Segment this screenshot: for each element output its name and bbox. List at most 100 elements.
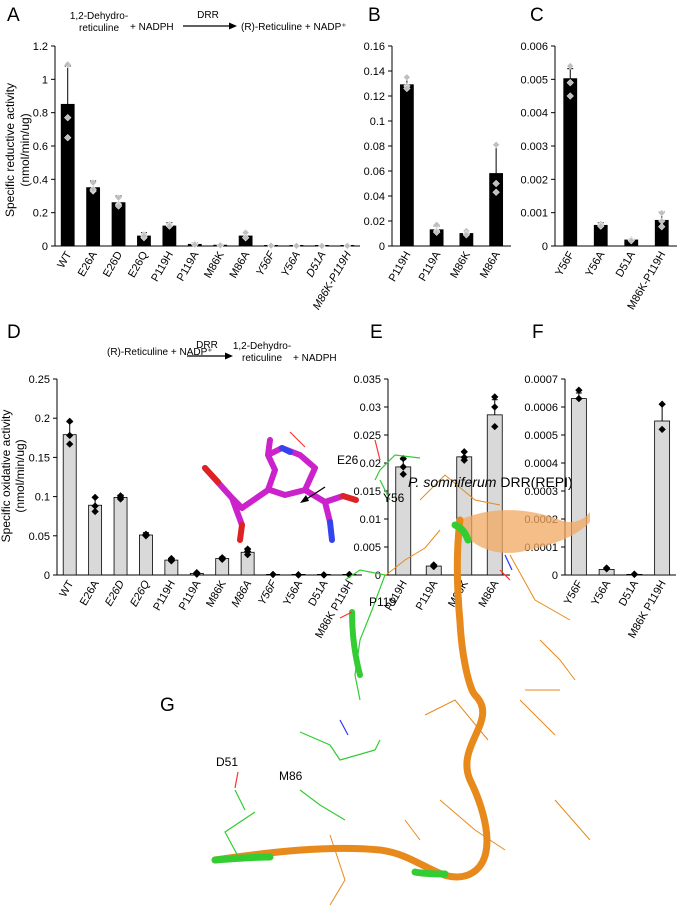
chart-c-data-point	[657, 209, 666, 217]
chart-a-xtick-label: M86K	[202, 249, 227, 280]
chart-d-xtick-label: E26Q	[128, 578, 153, 609]
chart-f-data-point	[602, 565, 611, 573]
panel-label-c: C	[530, 5, 544, 26]
oxidation-cofactor: + NADPH	[293, 353, 337, 364]
chart-b-xtick-label: M86K	[448, 249, 473, 280]
chart-a-data-point	[318, 242, 326, 250]
ylabel-oxidative-line2: (nmol/min/ug)	[13, 439, 27, 512]
chart-d-xtick-label: P119A	[177, 578, 204, 612]
residue-label-e26: E26	[337, 453, 359, 467]
chart-b-xtick-label: P119A	[417, 249, 444, 283]
residue-label-m86: M86	[279, 769, 303, 783]
reduction-product: (R)-Reticuline + NADP⁺	[241, 22, 347, 33]
chart-b-ytick-label: 0.14	[364, 66, 385, 78]
chart-d-bar	[113, 496, 128, 576]
chart-f-ytick-label: 0.0005	[524, 430, 558, 442]
chart-a-data-point	[63, 113, 72, 122]
oxidation-substrate: (R)-Reticuline + NADP⁺	[107, 347, 213, 358]
chart-d-data-point	[320, 571, 328, 579]
chart-e-data-point	[399, 470, 408, 478]
chart-b-ytick-label: 0	[379, 241, 385, 253]
chart-f-bar	[654, 420, 671, 576]
chart-b-data-point	[403, 84, 411, 93]
chart-d-bar	[62, 434, 77, 576]
pointer-arrowhead	[300, 495, 309, 503]
chart-d-ytick-label: 0	[44, 570, 50, 582]
chart-d-data-point	[243, 550, 252, 559]
ligand-bonds	[202, 437, 346, 528]
chart-b-data-point	[462, 230, 471, 239]
chart-c-xtick-label: D51A	[614, 249, 638, 279]
chart-c-data-point	[566, 62, 575, 70]
chart-f-xtick-label: D51A	[617, 578, 641, 608]
chart-e-ytick-label: 0	[375, 570, 381, 582]
chart-d-ytick-label: 0.15	[29, 452, 50, 464]
chart-a-ytick-label: 1	[42, 74, 48, 86]
panel-label-a: A	[7, 5, 20, 26]
chart-d-xtick-label: M86K	[204, 578, 229, 609]
chart-a-xtick-label: Y56A	[279, 250, 303, 279]
chart-a-xtick-label: Y56F	[254, 248, 278, 278]
chart-e-ytick-label: 0.035	[353, 374, 381, 386]
chart-d-xtick-label: M86A	[229, 579, 254, 610]
oxidation-product-line2: reticuline	[242, 353, 282, 364]
chart-c-xtick-label: Y56A	[583, 249, 607, 279]
chart-b-ytick-label: 0.1	[370, 116, 385, 128]
chart-f-ytick-label: 0.0004	[524, 458, 558, 470]
chart-b-data-point	[492, 140, 500, 149]
chart-a-ytick-label: 0.4	[33, 174, 48, 186]
chart-b-data-point	[403, 73, 411, 82]
chart-a-xtick-label: D51A	[304, 250, 328, 280]
chart-c-ytick-label: 0.005	[520, 74, 548, 86]
chart-a-data-point	[114, 193, 123, 202]
chart-f-xtick-label: Y56F	[562, 578, 586, 607]
oxidation-product: 1,2-Dehydro-	[233, 341, 291, 352]
chart-b-ytick-label: 0.12	[364, 91, 385, 103]
structure-title: P. somniferum DRR(REPI)	[408, 474, 573, 490]
chart-a-xtick-label: P119H	[149, 249, 176, 283]
chart-c-data-point	[596, 222, 605, 230]
chart-d-xtick-label: E26A	[78, 578, 102, 608]
chart-a-xtick-label: M86A	[227, 249, 252, 280]
chart-b-ytick-label: 0.06	[364, 166, 385, 178]
chart-c-ytick-label: 0.003	[520, 141, 548, 153]
residue-label-p119: P119	[369, 595, 396, 609]
chart-a-data-point	[114, 202, 123, 210]
ligand-blue-atoms	[279, 445, 335, 543]
chart-d-xtick-label: WT	[57, 578, 76, 599]
chart-d-xtick-label: Y56A	[281, 578, 305, 608]
orange-sidechains	[329, 474, 591, 906]
chart-a-xtick-label: E26Q	[126, 249, 151, 280]
panel-label-f: F	[532, 322, 544, 343]
chart-f-data-point	[575, 386, 583, 394]
chart-d-data-point	[116, 495, 125, 503]
chart-a-ytick-label: 0.2	[33, 208, 48, 220]
chart-b-ytick-label: 0.04	[364, 191, 385, 203]
chart-a-data-point	[89, 178, 97, 187]
chart-b-ytick-label: 0.02	[364, 216, 385, 228]
chart-a-data-point	[89, 185, 97, 194]
reaction-reduction: 1,2-Dehydro- reticuline + NADPH DRR (R)-…	[70, 10, 347, 34]
chart-f-ytick-label: 0.0006	[524, 402, 558, 414]
chart-e-ytick-label: 0.02	[360, 458, 381, 470]
chart-e-xtick-label: P119A	[414, 578, 441, 612]
chart-e-ytick-label: 0.03	[360, 402, 381, 414]
chart-d-data-point	[294, 571, 303, 579]
chart-b-data-point	[432, 228, 441, 237]
ligand-red-atoms	[202, 465, 359, 543]
chart-a-data-point	[191, 240, 199, 249]
ribbon-coil	[211, 516, 491, 881]
chart-d-bar	[139, 534, 153, 576]
chart-e-data-point	[490, 393, 499, 401]
chart-b-xtick-label: M86A	[478, 249, 503, 280]
chart-f-bar	[570, 398, 587, 576]
chart-a-data-point	[292, 242, 301, 250]
ylabel-reductive-line2: (nmol/min/ug)	[18, 113, 32, 186]
chart-a-data-point	[241, 233, 250, 242]
chart-a-xtick-label: E26D	[101, 249, 125, 279]
reduction-substrate-line2: reticuline	[79, 23, 119, 34]
chart-d-ytick-label: 0.2	[35, 413, 50, 425]
chart-a-bar	[86, 187, 101, 247]
chart-c-bar	[563, 78, 578, 247]
